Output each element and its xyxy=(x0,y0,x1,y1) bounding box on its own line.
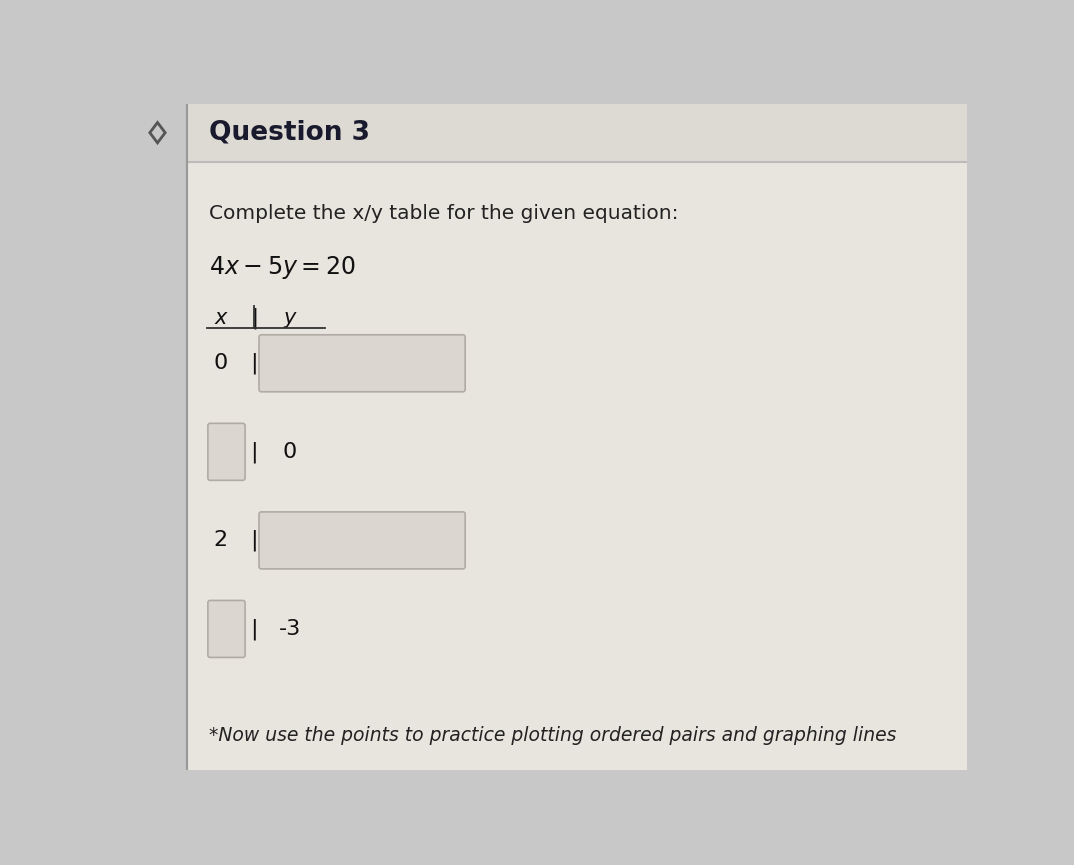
Text: Complete the x/y table for the given equation:: Complete the x/y table for the given equ… xyxy=(208,204,678,223)
Text: |: | xyxy=(250,529,258,551)
FancyBboxPatch shape xyxy=(208,600,245,657)
Text: 0: 0 xyxy=(282,442,297,462)
Text: *Now use the points to practice plotting ordered pairs and graphing lines: *Now use the points to practice plotting… xyxy=(208,726,896,745)
Text: Question 3: Question 3 xyxy=(208,119,369,145)
Text: 0: 0 xyxy=(213,353,228,374)
FancyBboxPatch shape xyxy=(259,335,465,392)
FancyBboxPatch shape xyxy=(259,512,465,569)
Text: 2: 2 xyxy=(214,530,228,550)
Text: $4x-5y=20$: $4x-5y=20$ xyxy=(208,254,355,281)
FancyBboxPatch shape xyxy=(208,423,245,480)
Text: -3: -3 xyxy=(279,619,301,639)
Text: y: y xyxy=(284,308,296,328)
FancyBboxPatch shape xyxy=(187,104,967,770)
FancyBboxPatch shape xyxy=(187,104,967,162)
Text: |: | xyxy=(250,618,258,640)
Text: |: | xyxy=(251,308,259,330)
Text: |: | xyxy=(250,353,258,374)
Text: |: | xyxy=(250,441,258,463)
Text: x: x xyxy=(214,308,227,328)
